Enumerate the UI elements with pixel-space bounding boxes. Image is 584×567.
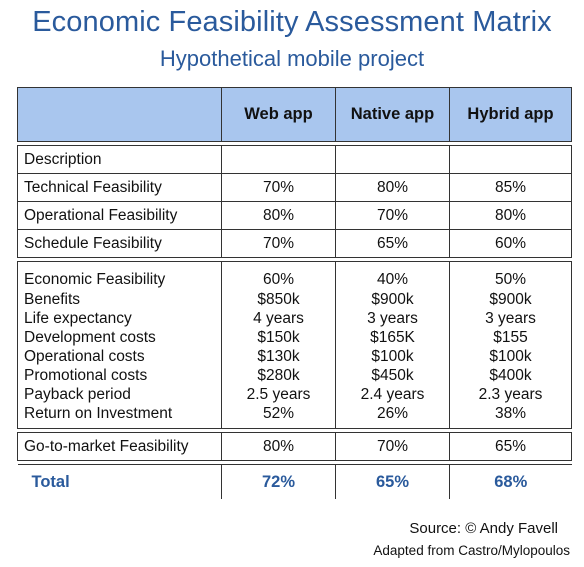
table-row: Payback period 2.5 years 2.4 years 2.3 y… (17, 385, 572, 404)
page-subtitle: Hypothetical mobile project (159, 46, 425, 71)
table-row: Promotional costs $280k $450k $400k (17, 366, 572, 385)
row-label: Operational Feasibility (17, 201, 222, 230)
row-label: Technical Feasibility (17, 173, 222, 202)
row-label: Development costs (17, 328, 222, 347)
page-title: Economic Feasibility Assessment Matrix (32, 6, 552, 38)
cell-hybrid: 50% (449, 261, 572, 290)
cell-hybrid: 3 years (449, 309, 572, 328)
table-row: Life expectancy 4 years 3 years 3 years (17, 309, 572, 328)
cell-native: 2.4 years (335, 385, 450, 404)
cell-hybrid: $155 (449, 328, 572, 347)
row-label: Life expectancy (17, 309, 222, 328)
cell-hybrid: 2.3 years (449, 385, 572, 404)
header-cell-empty (17, 87, 222, 142)
header-web-app: Web app (221, 87, 336, 142)
table-row: Return on Investment 52% 26% 38% (17, 404, 572, 429)
header-hybrid-app: Hybrid app (449, 87, 572, 142)
total-native: 65% (335, 464, 450, 499)
cell-native: $900k (335, 290, 450, 309)
row-label: Benefits (17, 290, 222, 309)
table-row: Description (17, 145, 572, 174)
cell-native: $450k (335, 366, 450, 385)
table-row: Benefits $850k $900k $900k (17, 290, 572, 309)
cell-hybrid: 80% (449, 201, 572, 230)
row-label: Schedule Feasibility (17, 229, 222, 258)
header-row: Web app Native app Hybrid app (17, 87, 572, 142)
row-label: Description (17, 145, 222, 174)
cell-web: 2.5 years (221, 385, 336, 404)
row-label: Economic Feasibility (17, 261, 222, 290)
cell-web: 60% (221, 261, 336, 290)
cell-web: $850k (221, 290, 336, 309)
table-row: Economic Feasibility 60% 40% 50% (17, 261, 572, 290)
total-hybrid: 68% (449, 464, 572, 499)
total-web: 72% (221, 464, 336, 499)
header-native-app: Native app (335, 87, 450, 142)
adapted-credit: Adapted from Castro/Mylopoulos (373, 543, 570, 558)
cell-web: 52% (221, 404, 336, 429)
cell-hybrid: $100k (449, 347, 572, 366)
table-row: Go-to-market Feasibility 80% 70% 65% (17, 432, 572, 461)
cell-hybrid: 60% (449, 229, 572, 258)
source-credit: Source: © Andy Favell (409, 520, 558, 537)
cell-web: 80% (221, 432, 336, 461)
cell-hybrid: 65% (449, 432, 572, 461)
cell-native (335, 145, 450, 174)
feasibility-matrix: Web app Native app Hybrid app Descriptio… (17, 87, 572, 499)
table-row: Technical Feasibility 70% 80% 85% (17, 173, 572, 202)
table-row: Development costs $150k $165K $155 (17, 328, 572, 347)
row-label: Payback period (17, 385, 222, 404)
cell-native: 40% (335, 261, 450, 290)
table-row: Schedule Feasibility 70% 65% 60% (17, 229, 572, 258)
cell-web: 70% (221, 173, 336, 202)
cell-hybrid: 38% (449, 404, 572, 429)
cell-native: 80% (335, 173, 450, 202)
cell-hybrid: 85% (449, 173, 572, 202)
cell-web: $280k (221, 366, 336, 385)
cell-hybrid (449, 145, 572, 174)
cell-web: 4 years (221, 309, 336, 328)
row-label: Go-to-market Feasibility (17, 432, 222, 461)
total-label: Total (17, 464, 222, 499)
table-row: Operational costs $130k $100k $100k (17, 347, 572, 366)
cell-native: 70% (335, 432, 450, 461)
cell-web: $150k (221, 328, 336, 347)
cell-hybrid: $900k (449, 290, 572, 309)
row-label: Promotional costs (17, 366, 222, 385)
cell-web (221, 145, 336, 174)
cell-web: $130k (221, 347, 336, 366)
cell-native: 65% (335, 229, 450, 258)
row-label: Operational costs (17, 347, 222, 366)
total-row: Total 72% 65% 68% (17, 464, 572, 499)
cell-web: 80% (221, 201, 336, 230)
cell-native: $165K (335, 328, 450, 347)
cell-hybrid: $400k (449, 366, 572, 385)
table-row: Operational Feasibility 80% 70% 80% (17, 201, 572, 230)
cell-native: 3 years (335, 309, 450, 328)
cell-native: 26% (335, 404, 450, 429)
cell-web: 70% (221, 229, 336, 258)
cell-native: $100k (335, 347, 450, 366)
cell-native: 70% (335, 201, 450, 230)
row-label: Return on Investment (17, 404, 222, 429)
